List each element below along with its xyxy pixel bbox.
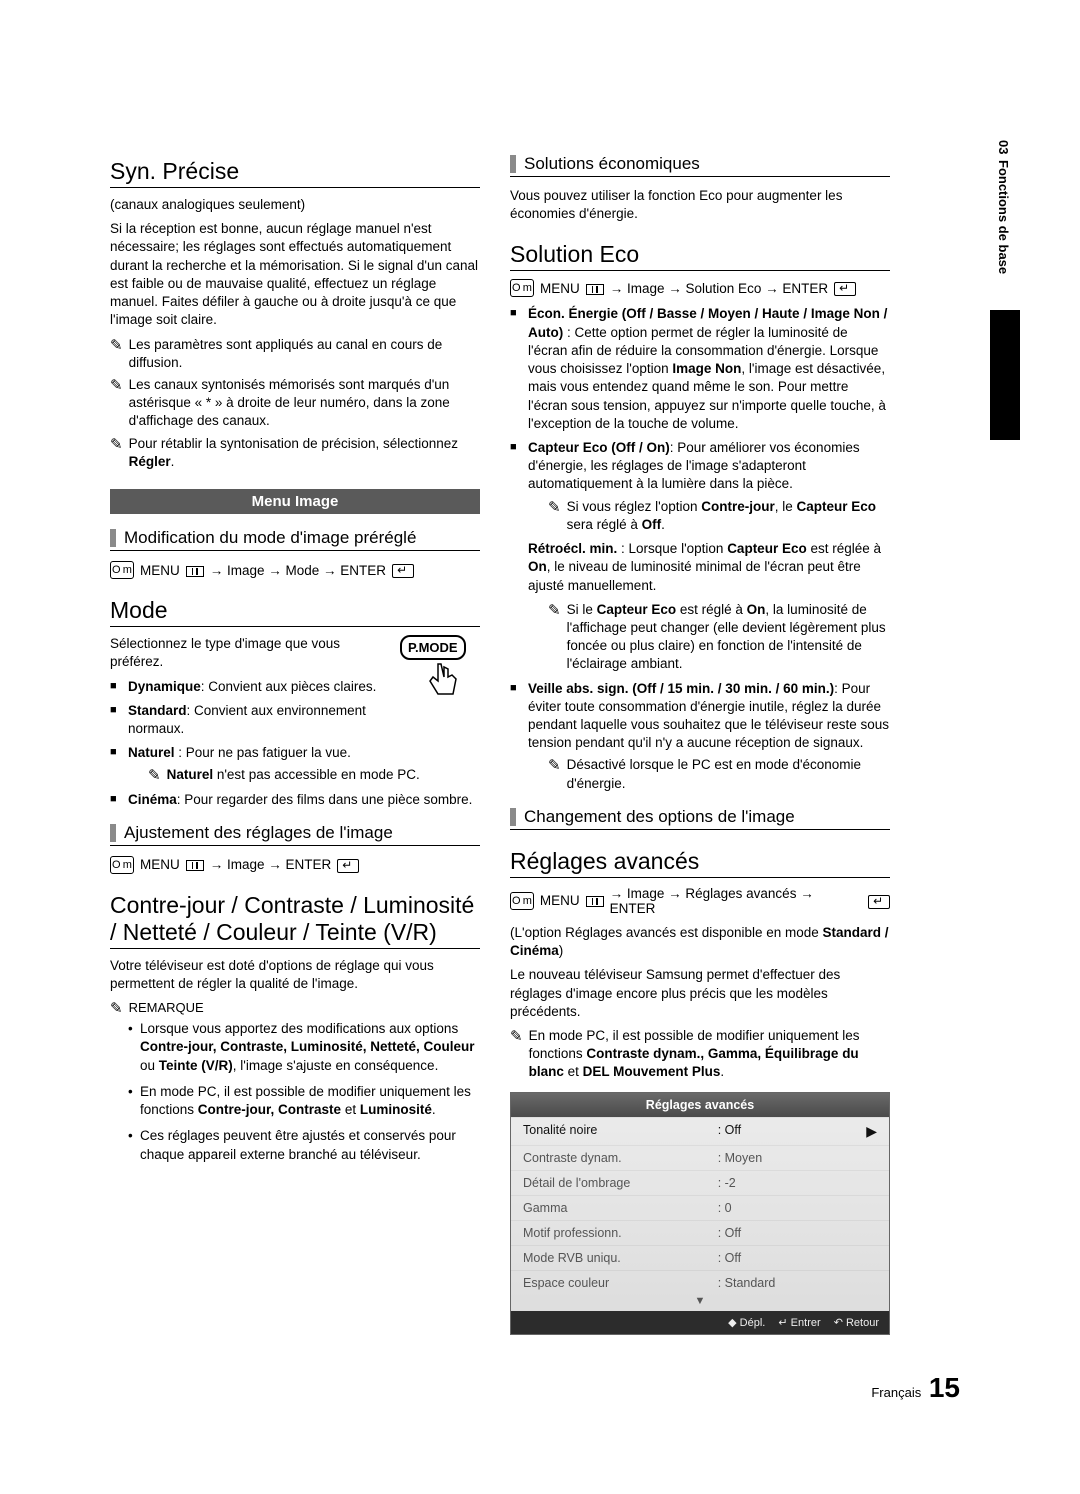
list-item: Lorsque vous apportez des modifications … [128,1020,480,1075]
heading-solution-eco: Solution Eco [510,241,890,271]
arrow-right-icon: ▶ [866,1123,877,1140]
note-icon: ✎ [110,378,123,393]
list-item: Standard: Convient aux environnement nor… [110,702,480,738]
list-item: Ces réglages peuvent être ajustés et con… [128,1127,480,1163]
osd-row: Contraste dynam.: Moyen [511,1145,889,1170]
heading-modification: Modification du mode d'image préréglé [110,528,480,551]
list-item: Cinéma: Pour regarder des films dans une… [110,791,480,809]
menu-icon [186,566,204,577]
syn-analog-note: (canaux analogiques seulement) [110,196,480,214]
list-item: Naturel : Pour ne pas fatiguer la vue. ✎… [110,744,480,784]
osd-row: Motif professionn.: Off [511,1220,889,1245]
chapter-number: 03 [996,140,1011,154]
heading-contre-jour: Contre-jour / Contraste / Luminosité / N… [110,892,480,949]
note-icon: ✎ [548,603,561,618]
om-icon: O m [110,856,134,874]
osd-row: Espace couleur: Standard [511,1270,889,1295]
syn-note-2: ✎ Les canaux syntonisés mémorisés sont m… [110,376,480,431]
menu-path-mode: O m MENU → Image → Mode → ENTER [110,561,480,579]
osd-row: Tonalité noire : Off ▶ [511,1117,889,1145]
note-icon: ✎ [548,758,561,773]
soleco-body: Vous pouvez utiliser la fonction Eco pou… [510,187,890,223]
list-item: Écon. Énergie (Off / Basse / Moyen / Hau… [510,305,890,433]
osd-row: Détail de l'ombrage: -2 [511,1170,889,1195]
osd-row: Mode RVB uniqu.: Off [511,1245,889,1270]
note-icon: ✎ [110,1001,123,1016]
om-icon: O m [510,892,534,910]
enter-icon [868,895,890,909]
menu-icon [186,860,204,871]
note-icon: ✎ [548,500,561,515]
menu-image-bar: Menu Image [110,489,480,514]
enter-icon [337,859,359,873]
om-icon: O m [510,279,534,297]
osd-row: Gamma: 0 [511,1195,889,1220]
page-content: Syn. Précise (canaux analogiques seuleme… [0,0,1080,1395]
menu-path-reglages: O m MENU → Image → Réglages avancés → EN… [510,886,890,916]
list-item: En mode PC, il est possible de modifier … [128,1083,480,1119]
list-item: Dynamique: Convient aux pièces claires. [110,678,480,696]
chapter-label: Fonctions de base [996,160,1011,274]
capteur-note: ✎ Si vous réglez l'option Contre-jour, l… [548,498,890,534]
side-tab: 03 Fonctions de base [996,140,1020,275]
note-icon: ✎ [110,437,123,452]
note-icon: ✎ [110,338,123,353]
list-item: Capteur Eco (Off / On): Pour améliorer v… [510,439,890,674]
regl-p1: (L'option Réglages avancés est disponibl… [510,924,890,960]
contre-body: Votre téléviseur est doté d'options de r… [110,957,480,993]
heading-ajustement: Ajustement des réglages de l'image [110,823,480,846]
menu-icon [586,284,604,295]
syn-note-3: ✎ Pour rétablir la syntonisation de préc… [110,435,480,471]
right-column: Solutions économiques Vous pouvez utilis… [510,140,890,1335]
heading-reglages-avances: Réglages avancés [510,848,890,878]
heading-solutions-eco: Solutions économiques [510,154,890,177]
regl-p2: Le nouveau téléviseur Samsung permet d'e… [510,966,890,1021]
retro-note: ✎ Si le Capteur Eco est réglé à On, la l… [548,601,890,674]
regl-note: ✎ En mode PC, il est possible de modifie… [510,1027,890,1082]
eco-list: Écon. Énergie (Off / Basse / Moyen / Hau… [510,305,890,792]
remarque-list: Lorsque vous apportez des modifications … [128,1020,480,1164]
syn-body: Si la réception est bonne, aucun réglage… [110,220,480,329]
enter-icon [834,282,856,296]
list-item: Veille abs. sign. (Off / 15 min. / 30 mi… [510,680,890,793]
left-column: Syn. Précise (canaux analogiques seuleme… [110,140,480,1335]
menu-path-image: O m MENU → Image → ENTER [110,856,480,874]
heading-changement: Changement des options de l'image [510,807,890,830]
page-number: 15 [929,1372,960,1403]
enter-icon [392,564,414,578]
osd-down-arrow-icon: ▼ [511,1295,889,1311]
remarque-heading: ✎ REMARQUE [110,999,480,1016]
heading-syn-precise: Syn. Précise [110,158,480,188]
om-icon: O m [110,561,134,579]
note-icon: ✎ [510,1029,523,1044]
menu-icon [586,896,604,907]
osd-reglages-avances: Réglages avancés Tonalité noire : Off ▶ … [510,1092,890,1335]
veille-note: ✎ Désactivé lorsque le PC est en mode d'… [548,756,890,792]
syn-note-1: ✎ Les paramètres sont appliqués au canal… [110,336,480,372]
page-footer: Français 15 [871,1372,960,1404]
note-icon: ✎ [148,768,161,783]
osd-footer: ◆ Dépl. ↵ Entrer ↶ Retour [511,1311,889,1334]
heading-mode: Mode [110,597,480,627]
menu-path-solution-eco: O m MENU → Image → Solution Eco → ENTER [510,279,890,297]
pmode-button-label: P.MODE [400,635,466,660]
naturel-note: ✎ Naturel n'est pas accessible en mode P… [148,766,480,784]
osd-title: Réglages avancés [511,1093,889,1117]
side-black-block [990,310,1020,440]
